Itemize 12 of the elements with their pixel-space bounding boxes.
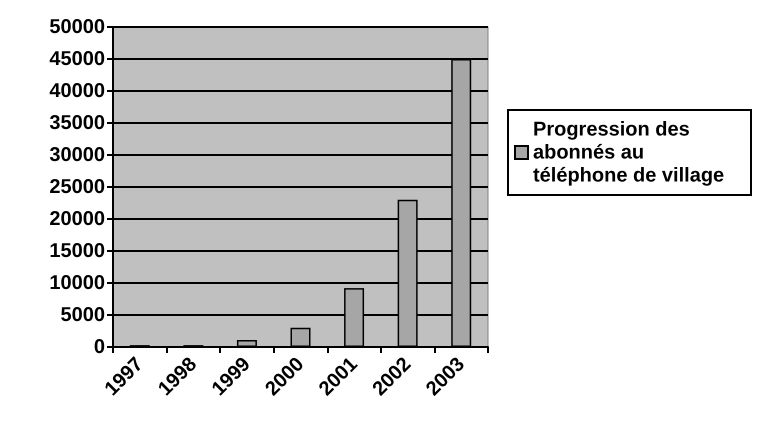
y-tick-label: 30000 <box>49 144 105 166</box>
y-tick-label: 5000 <box>60 304 105 326</box>
y-tick-label: 35000 <box>49 112 105 134</box>
y-tick-label: 50000 <box>49 16 105 38</box>
y-tick-label: 10000 <box>49 272 105 294</box>
y-tick-label: 25000 <box>49 176 105 198</box>
legend-label: Progression des abonnés au téléphone de village <box>533 118 724 186</box>
y-tick-label: 15000 <box>49 240 105 262</box>
y-tick-label: 40000 <box>49 80 105 102</box>
y-tick-label: 0 <box>94 336 105 358</box>
y-tick-label: 45000 <box>49 48 105 70</box>
y-tick-label: 20000 <box>49 208 105 230</box>
